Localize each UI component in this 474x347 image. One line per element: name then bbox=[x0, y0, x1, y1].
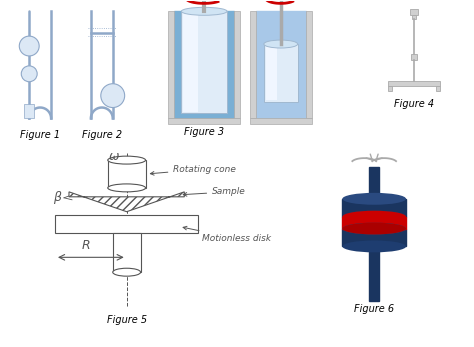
Circle shape bbox=[101, 84, 125, 108]
Text: Figure 3: Figure 3 bbox=[184, 127, 224, 137]
Bar bbox=[266, 46, 277, 100]
Bar bbox=[256, 11, 306, 118]
Text: Figure 6: Figure 6 bbox=[354, 304, 394, 314]
Ellipse shape bbox=[342, 240, 406, 252]
Text: $\omega$: $\omega$ bbox=[108, 150, 119, 163]
Ellipse shape bbox=[342, 193, 406, 205]
Ellipse shape bbox=[342, 211, 406, 223]
Bar bbox=[412, 15, 416, 19]
Bar bbox=[306, 11, 311, 118]
Ellipse shape bbox=[19, 36, 39, 56]
Bar bbox=[342, 229, 406, 246]
Text: Rotating cone: Rotating cone bbox=[150, 164, 236, 175]
Bar bbox=[388, 81, 440, 86]
Bar bbox=[55, 215, 198, 232]
Bar bbox=[369, 246, 379, 301]
Bar bbox=[342, 199, 406, 217]
Ellipse shape bbox=[342, 223, 406, 235]
Bar bbox=[264, 44, 298, 102]
Bar bbox=[250, 118, 311, 124]
Bar bbox=[436, 86, 440, 91]
Bar bbox=[388, 86, 392, 91]
Bar bbox=[234, 11, 240, 118]
Bar bbox=[168, 11, 174, 118]
Text: Figure 1: Figure 1 bbox=[20, 130, 60, 140]
Text: Motionless disk: Motionless disk bbox=[183, 226, 271, 243]
Ellipse shape bbox=[342, 211, 406, 223]
Ellipse shape bbox=[113, 268, 141, 276]
Bar bbox=[24, 103, 34, 118]
Text: $\beta$: $\beta$ bbox=[53, 189, 63, 206]
Text: Sample: Sample bbox=[183, 187, 246, 196]
Bar bbox=[369, 167, 379, 199]
Bar bbox=[342, 217, 406, 229]
Bar bbox=[182, 11, 227, 113]
Bar bbox=[108, 160, 146, 188]
Bar bbox=[113, 232, 141, 272]
Text: Figure 2: Figure 2 bbox=[82, 130, 122, 140]
Text: Figure 5: Figure 5 bbox=[107, 315, 147, 325]
Ellipse shape bbox=[108, 156, 146, 164]
Ellipse shape bbox=[21, 66, 37, 82]
Bar bbox=[174, 11, 234, 118]
Ellipse shape bbox=[342, 223, 406, 235]
Ellipse shape bbox=[182, 7, 227, 15]
Text: Figure 4: Figure 4 bbox=[394, 99, 434, 109]
Bar bbox=[183, 13, 198, 111]
Ellipse shape bbox=[108, 184, 146, 192]
Bar bbox=[168, 118, 240, 124]
Bar bbox=[411, 54, 417, 60]
Text: R: R bbox=[82, 239, 90, 252]
Bar bbox=[410, 9, 418, 15]
Polygon shape bbox=[69, 192, 184, 212]
Bar bbox=[250, 11, 256, 118]
Ellipse shape bbox=[264, 40, 298, 48]
